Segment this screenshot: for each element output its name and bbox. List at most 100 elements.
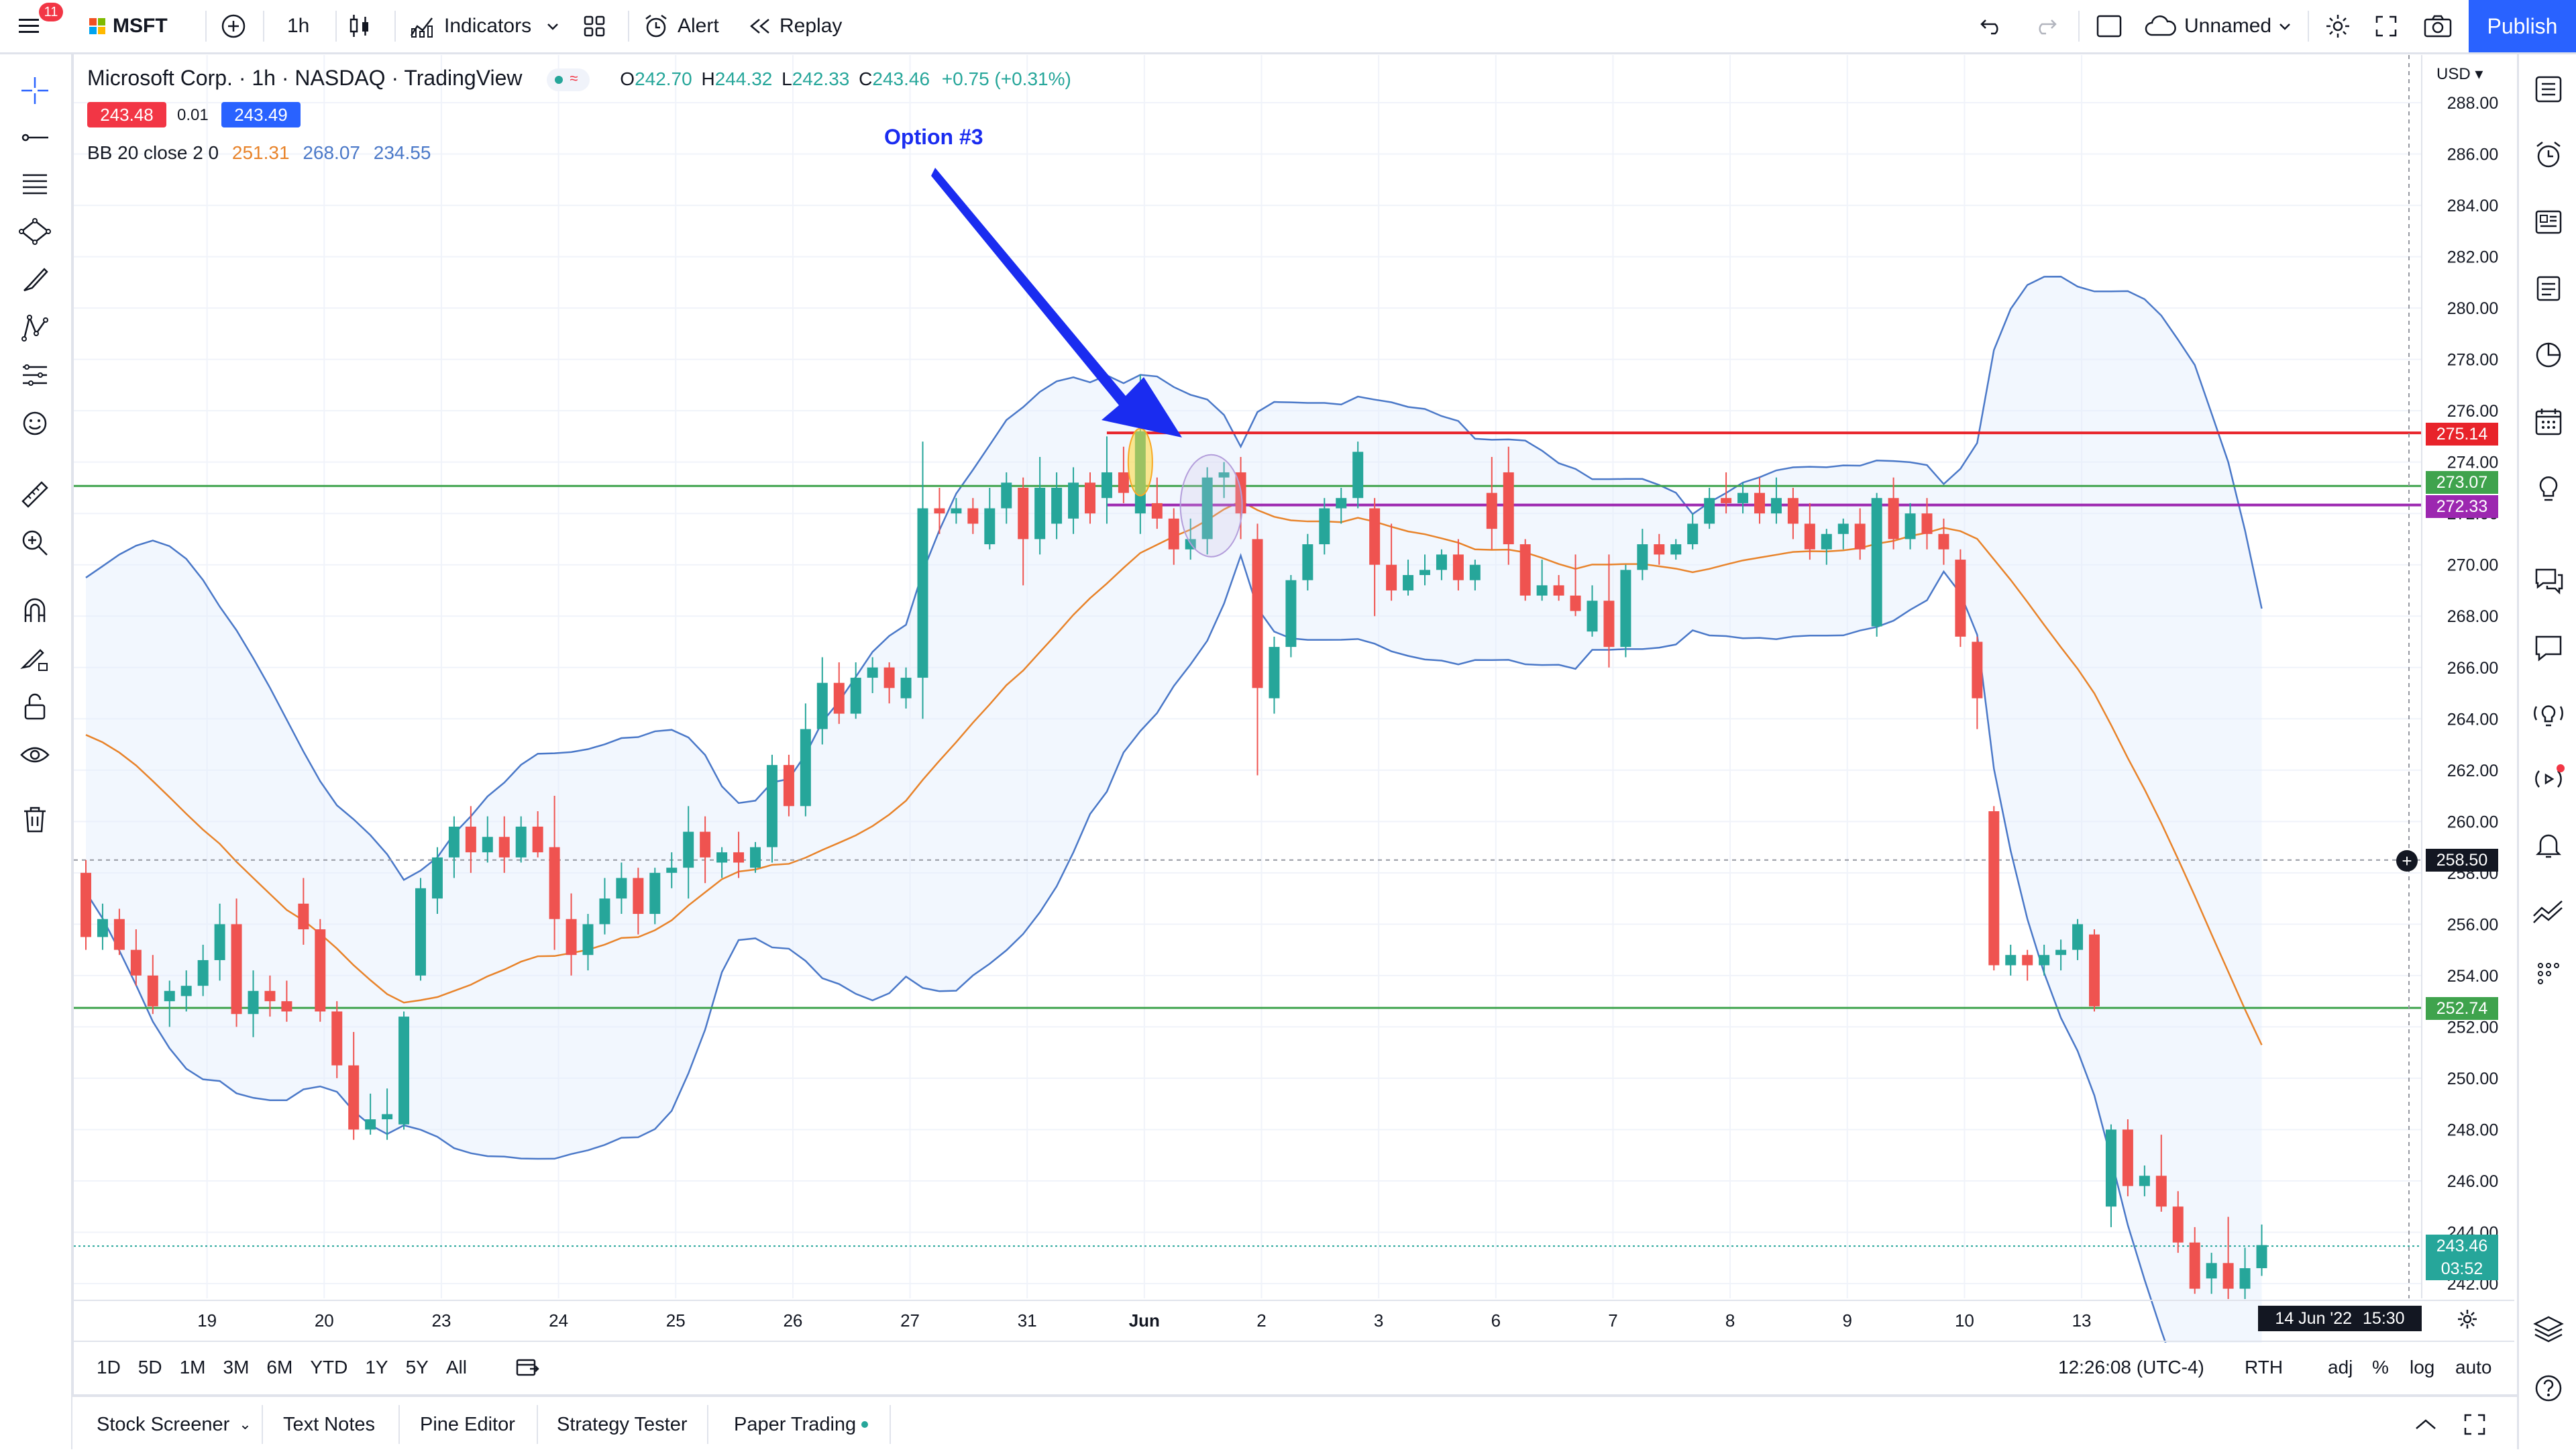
alert-button[interactable]: Alert (643, 0, 719, 52)
range-all[interactable]: All (445, 1357, 467, 1378)
details-button[interactable] (2530, 269, 2567, 307)
candle (80, 860, 91, 950)
log-toggle[interactable]: log (2410, 1357, 2435, 1378)
publish-button[interactable]: Publish (2469, 0, 2576, 52)
range-1y[interactable]: 1Y (365, 1357, 388, 1378)
tab-stock-screener[interactable]: Stock Screener ⌄ (97, 1413, 252, 1435)
range-5y[interactable]: 5Y (405, 1357, 429, 1378)
messages-button[interactable] (2530, 629, 2567, 666)
stay-drawing-tool[interactable] (16, 639, 54, 677)
collapse-panel-button[interactable] (2414, 1397, 2438, 1452)
green-upper-price-label: 273.07 (2426, 471, 2498, 494)
time-tick-label: 31 (1018, 1310, 1037, 1331)
clock-timezone[interactable]: 12:26:08 (UTC-4) (2058, 1357, 2204, 1378)
session-button[interactable]: RTH (2245, 1357, 2284, 1378)
lock-drawings-tool[interactable] (16, 688, 54, 725)
price-tick-label: 274.00 (2447, 454, 2498, 472)
tab-text-notes[interactable]: Text Notes (283, 1413, 375, 1435)
currency-selector[interactable]: USD ▾ (2436, 65, 2483, 83)
templates-button[interactable] (582, 0, 606, 52)
price-tick-label: 266.00 (2447, 659, 2498, 678)
chart-type-button[interactable] (347, 0, 372, 52)
crosshair-tool[interactable] (16, 72, 54, 109)
menu-button[interactable] (17, 0, 44, 52)
symbol-search-button[interactable]: MSFT (89, 0, 168, 52)
market-status[interactable]: ≈ (547, 68, 590, 91)
replay-button[interactable]: Replay (749, 0, 842, 52)
range-ytd[interactable]: YTD (310, 1357, 348, 1378)
watchlist-button[interactable] (2530, 70, 2567, 108)
dom-button[interactable] (2530, 953, 2567, 991)
trendline-tool[interactable] (16, 119, 54, 156)
alerts-button[interactable] (2530, 136, 2567, 174)
calendar-button[interactable] (2530, 403, 2567, 441)
buy-price-button[interactable]: 243.49 (221, 102, 301, 127)
streams-button[interactable] (2530, 760, 2567, 798)
ruler-tool[interactable] (16, 476, 54, 513)
compare-button[interactable] (220, 0, 247, 52)
axis-settings-button[interactable] (2455, 1307, 2479, 1335)
pattern-tool[interactable] (16, 213, 54, 250)
add-alert-plus-icon[interactable]: + (2396, 850, 2418, 872)
price-tick-label: 246.00 (2447, 1172, 2498, 1191)
tab-pine-editor[interactable]: Pine Editor (420, 1413, 515, 1435)
brush-tool[interactable] (16, 261, 54, 299)
indicators-button[interactable]: Indicators (409, 0, 531, 52)
projection-tool[interactable] (16, 309, 54, 347)
range-1m[interactable]: 1M (179, 1357, 206, 1378)
magnet-tool[interactable] (16, 591, 54, 629)
time-tick-label: 24 (549, 1310, 568, 1331)
select-layout-button[interactable] (2096, 0, 2123, 52)
candle (850, 662, 861, 719)
time-tick-label: 26 (783, 1310, 802, 1331)
ideas-button[interactable] (2530, 469, 2567, 507)
percent-toggle[interactable]: % (2372, 1357, 2389, 1378)
layout-menu-dropdown[interactable] (2277, 0, 2293, 52)
news-button[interactable] (2530, 203, 2567, 241)
range-6m[interactable]: 6M (266, 1357, 293, 1378)
range-3m[interactable]: 3M (223, 1357, 250, 1378)
indicators-label: Indicators (444, 15, 532, 37)
annotation-layer (931, 168, 1243, 558)
notifications-button[interactable] (2530, 826, 2567, 864)
remove-drawings-tool[interactable] (16, 800, 54, 838)
fib-tool[interactable] (16, 166, 54, 203)
range-1d[interactable]: 1D (97, 1357, 121, 1378)
price-tick-label: 264.00 (2447, 710, 2498, 729)
ideas-stream-button[interactable] (2530, 694, 2567, 732)
tab-strategy-tester[interactable]: Strategy Tester (557, 1413, 688, 1435)
tab-paper-trading[interactable]: Paper Trading (734, 1397, 869, 1452)
goto-date-button[interactable] (515, 1342, 539, 1393)
fullscreen-icon (2375, 15, 2397, 37)
price-chart[interactable]: 19 20 23 24 25 26 27 31 Jun 2 3 6 7 8 9 10 13 288.00286.… (72, 54, 2514, 1343)
indicators-icon (410, 17, 433, 38)
bb-legend[interactable]: BB 20 close 2 0 251.31 268.07 234.55 (87, 142, 431, 163)
interval-button[interactable]: 1h (287, 15, 310, 37)
price-tick-label: 252.00 (2447, 1018, 2498, 1037)
calendar-clock-button[interactable] (2530, 336, 2567, 374)
undo-button[interactable] (1979, 0, 2004, 52)
range-5d[interactable]: 5D (138, 1357, 162, 1378)
fullscreen-button[interactable] (2375, 0, 2398, 52)
sell-price-button[interactable]: 243.48 (87, 102, 166, 127)
snapshot-button[interactable] (2423, 0, 2453, 52)
chats-button[interactable] (2530, 562, 2567, 599)
icons-tool[interactable] (16, 405, 54, 442)
zoom-tool[interactable] (16, 524, 54, 562)
indicators-dropdown[interactable] (545, 0, 561, 52)
hide-drawings-tool[interactable] (16, 736, 54, 774)
candle (633, 868, 644, 935)
save-layout-button[interactable]: Unnamed (2144, 0, 2271, 52)
object-tree-button[interactable] (2530, 1310, 2567, 1348)
plus-circle-icon (221, 14, 246, 38)
auto-toggle[interactable]: auto (2455, 1357, 2492, 1378)
settings-button[interactable] (2324, 0, 2352, 52)
candle (348, 1032, 360, 1140)
adj-toggle[interactable]: adj (2328, 1357, 2353, 1378)
help-button[interactable] (2530, 1369, 2567, 1407)
measure-lines-tool[interactable] (16, 356, 54, 394)
maximize-panel-button[interactable] (2463, 1397, 2486, 1452)
trading-panel-button[interactable] (2530, 893, 2567, 931)
redo-button[interactable] (2033, 0, 2058, 52)
candle (2022, 949, 2033, 981)
